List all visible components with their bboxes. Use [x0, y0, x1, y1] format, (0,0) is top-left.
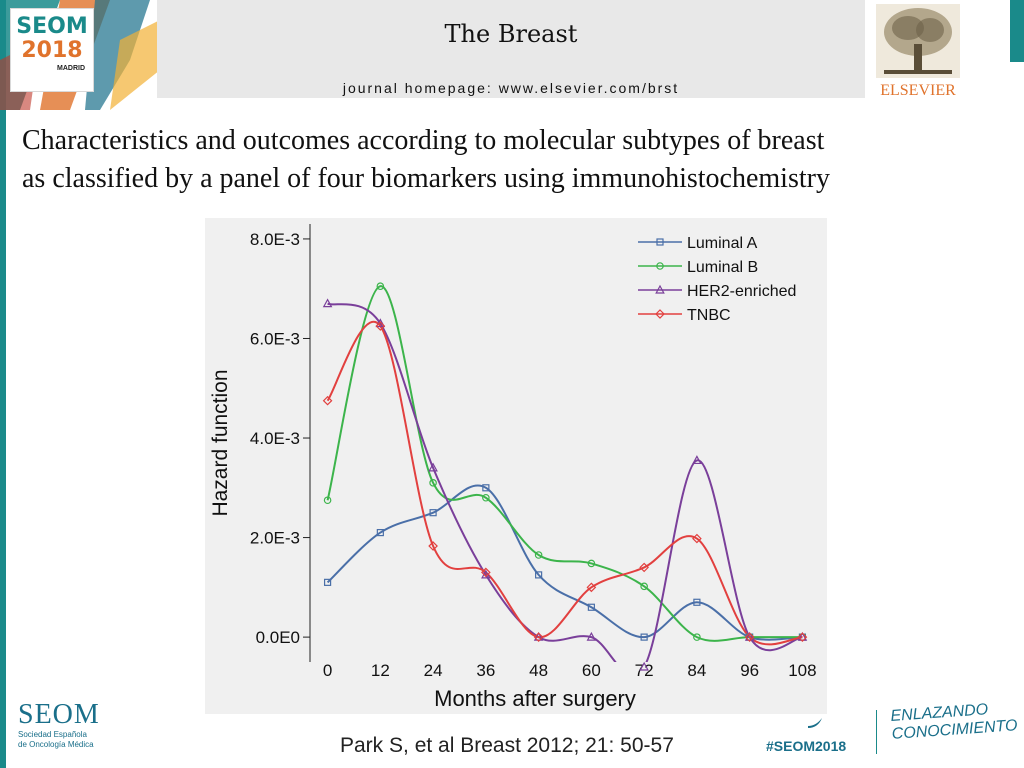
data-point-2	[533, 631, 544, 641]
data-point-0	[429, 509, 437, 517]
hashtag: #SEOM2018	[766, 738, 847, 754]
hashtag-swoosh-icon	[808, 718, 822, 728]
logo-line-city: MADRID	[57, 65, 85, 72]
slide-title-line-2: as classified by a panel of four biomark…	[22, 163, 830, 194]
data-point-0	[640, 633, 648, 641]
logo-line-year: 2018	[21, 38, 83, 63]
data-point-0	[482, 484, 490, 492]
legend-marker	[655, 284, 665, 294]
journal-banner: The Breast journal homepage: www.elsevie…	[157, 0, 865, 98]
data-point-3	[481, 567, 491, 578]
legend-label: Luminal A	[687, 235, 758, 252]
legend-marker	[656, 238, 664, 246]
y-axis-label: Hazard function	[209, 369, 232, 516]
data-point-3	[322, 395, 333, 406]
chart-legend: Luminal A Luminal B HER2-enriched TNBC	[638, 235, 796, 324]
seom-society-wordmark: SEOM	[18, 699, 100, 730]
seom-society-name-2: de Oncología Médica	[18, 740, 94, 749]
slide-title: Characteristics and outcomes according t…	[22, 122, 1022, 198]
data-point-0	[587, 603, 595, 611]
elsevier-tree-icon	[876, 4, 960, 78]
data-point-0	[323, 578, 332, 586]
legend-label: HER2-enriched	[687, 283, 796, 300]
hazard-function-chart: 0.0E0 2.0E-3 4.0E-3 6.0E-3 8.0E-3 0 12 24 36 48 60…	[209, 224, 817, 711]
data-point-2	[375, 318, 386, 328]
x-tick-label: 96	[740, 661, 759, 680]
x-tick-label: 12	[371, 661, 390, 680]
data-point-3	[533, 632, 544, 642]
left-accent-bar	[0, 0, 6, 768]
data-point-2	[586, 631, 597, 641]
data-point-3	[692, 533, 702, 544]
data-point-2	[322, 298, 333, 308]
x-tick-label: 60	[582, 661, 601, 680]
journal-url: journal homepage: www.elsevier.com/brst	[342, 80, 680, 96]
y-tick-label: 0.0E0	[256, 628, 300, 647]
legend-marker	[655, 309, 665, 319]
legend-label: TNBC	[687, 307, 731, 324]
top-right-accent	[1010, 0, 1024, 62]
data-point-1	[376, 282, 385, 291]
hazard-chart-panel: 0.0E0 2.0E-3 4.0E-3 6.0E-3 8.0E-3 0 12 24 36 48 60…	[205, 218, 827, 714]
x-tick-label: 24	[424, 661, 443, 680]
x-axis-label: Months after surgery	[434, 686, 636, 711]
data-point-1	[323, 496, 332, 505]
legend-label: Luminal B	[687, 259, 758, 276]
seom-society-name-1: Sociedad Española	[18, 730, 87, 739]
data-point-0	[535, 571, 543, 579]
data-point-2	[797, 631, 808, 641]
data-point-3	[428, 541, 438, 551]
data-point-1	[640, 582, 648, 591]
series-line-3	[326, 321, 803, 646]
elsevier-logo: ELSEVIER	[868, 0, 968, 100]
series-line-1	[326, 285, 803, 642]
series-line-0	[326, 484, 803, 641]
chart-series-lines	[326, 285, 803, 662]
slide-title-line-1: Characteristics and outcomes according t…	[22, 125, 825, 156]
elsevier-wordmark: ELSEVIER	[880, 82, 956, 99]
data-point-0	[693, 598, 701, 606]
x-tick-label: 36	[476, 661, 495, 680]
data-point-1	[429, 479, 437, 487]
logo-line-seom: SEOM	[16, 14, 88, 39]
data-point-1	[534, 551, 543, 559]
citation: Park S, et al Breast 2012; 21: 50-57	[340, 734, 674, 757]
data-point-3	[639, 562, 649, 573]
seom-2018-logo: SEOM 2018 MADRID	[10, 8, 94, 92]
data-point-0	[376, 528, 384, 537]
x-tick-label: 48	[529, 661, 548, 680]
data-point-3	[744, 632, 755, 642]
footer-divider	[876, 710, 877, 754]
data-point-3	[797, 632, 808, 642]
data-point-2	[744, 631, 755, 641]
data-point-3	[586, 582, 597, 593]
data-point-1	[693, 633, 701, 641]
series-line-2	[327, 302, 803, 662]
x-tick-label: 108	[788, 661, 816, 680]
data-point-2	[692, 455, 702, 465]
data-point-1	[482, 493, 490, 502]
seom-society-logo: SEOM Sociedad Española de Oncología Médi…	[18, 700, 118, 750]
x-tick-label: 84	[687, 661, 706, 680]
data-point-1	[587, 559, 596, 568]
y-tick-label: 2.0E-3	[250, 529, 300, 548]
chart-markers	[322, 282, 808, 671]
chart-axes: 0.0E0 2.0E-3 4.0E-3 6.0E-3 8.0E-3 0 12 24 36 48 60…	[250, 224, 817, 680]
y-tick-label: 4.0E-3	[250, 429, 300, 448]
y-tick-label: 6.0E-3	[250, 329, 300, 348]
legend-marker	[656, 262, 664, 270]
data-point-3	[375, 321, 386, 331]
y-tick-label: 8.0E-3	[250, 230, 300, 249]
data-point-2	[428, 462, 438, 472]
slogan: ENLAZANDO CONOCIMIENTO	[890, 699, 1018, 744]
x-tick-label: 0	[323, 661, 332, 680]
data-point-2	[639, 661, 649, 671]
journal-name: The Breast	[444, 20, 578, 48]
